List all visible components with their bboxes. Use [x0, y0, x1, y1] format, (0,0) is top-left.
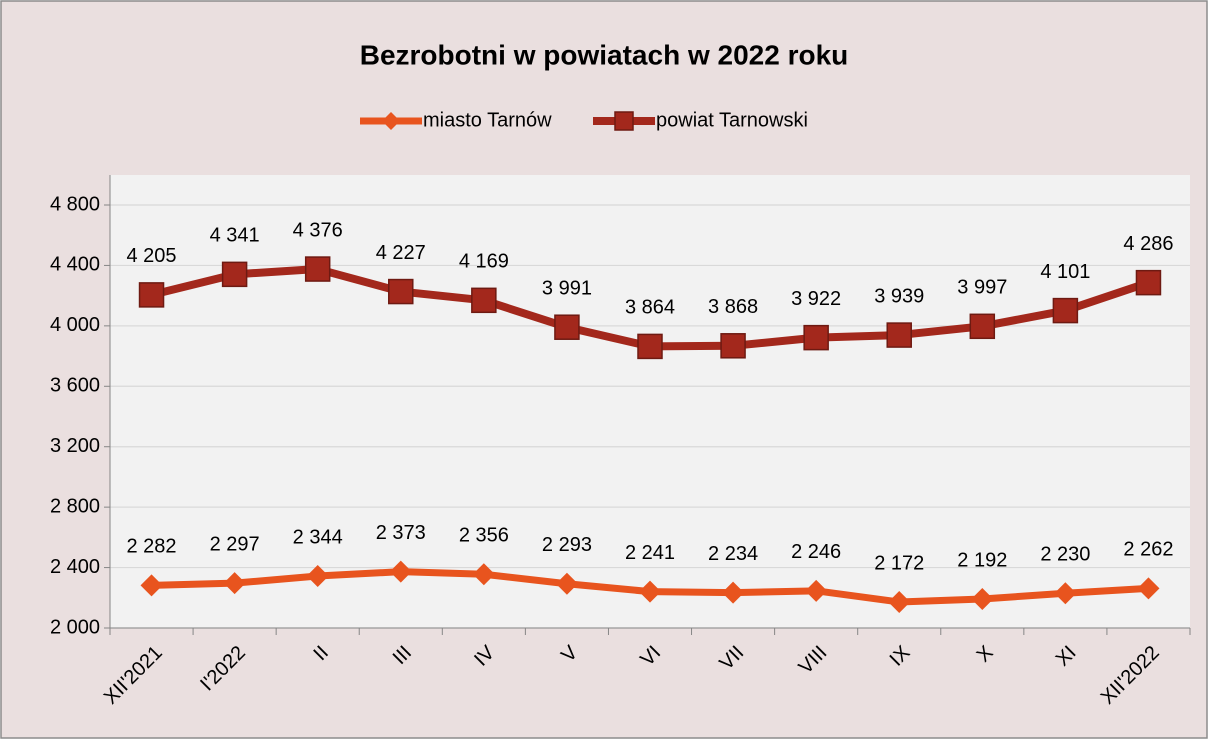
data-label: 2 344: [293, 526, 343, 548]
data-point: [886, 322, 912, 348]
data-label: 2 192: [957, 549, 1007, 571]
data-label: 4 169: [459, 251, 509, 273]
data-label: 2 246: [791, 541, 841, 563]
data-label: 2 297: [210, 533, 260, 555]
data-point: [1054, 582, 1077, 605]
legend-marker: [382, 112, 400, 130]
data-point: [1052, 297, 1079, 324]
data-point: [639, 580, 661, 603]
data-point: [803, 324, 829, 351]
data-point: [555, 572, 578, 595]
data-point: [140, 574, 163, 597]
data-label: 2 230: [1040, 544, 1090, 566]
y-tick-label: 4 000: [50, 314, 100, 336]
legend-label: powiat Tarnowski: [656, 109, 808, 131]
y-tick-label: 3 200: [50, 435, 100, 457]
data-label: 3 922: [791, 288, 841, 310]
data-label: 3 991: [542, 277, 592, 299]
data-label: 2 293: [542, 534, 592, 556]
data-label: 4 376: [293, 219, 343, 241]
data-point: [637, 333, 663, 360]
data-point: [221, 261, 248, 288]
data-point: [969, 313, 996, 340]
data-point: [1135, 269, 1162, 296]
data-point: [971, 587, 994, 610]
data-label: 4 341: [210, 225, 260, 247]
y-tick-label: 4 800: [50, 193, 100, 215]
data-point: [389, 560, 412, 583]
data-label: 2 172: [874, 552, 924, 574]
data-label: 3 997: [957, 277, 1007, 299]
data-label: 4 205: [127, 245, 177, 267]
data-point: [805, 579, 828, 602]
legend-marker: [614, 111, 634, 131]
data-point: [720, 333, 746, 359]
data-point: [471, 287, 497, 314]
y-tick-label: 2 400: [50, 556, 100, 578]
data-point: [223, 572, 246, 595]
y-tick-label: 3 600: [50, 375, 100, 397]
data-label: 2 241: [625, 542, 675, 564]
data-label: 2 356: [459, 524, 509, 546]
data-label: 2 262: [1123, 539, 1173, 561]
plot-area: [110, 175, 1190, 628]
data-label: 3 868: [708, 296, 758, 318]
data-label: 4 227: [376, 242, 426, 264]
data-label: 2 282: [127, 536, 177, 558]
data-point: [388, 278, 414, 305]
data-point: [554, 314, 580, 340]
y-tick-label: 4 400: [50, 254, 100, 276]
data-label: 2 234: [708, 543, 758, 565]
data-point: [138, 282, 165, 308]
data-point: [888, 591, 911, 614]
data-point: [304, 256, 331, 282]
y-tick-label: 2 800: [50, 495, 100, 517]
data-point: [472, 563, 495, 586]
data-point: [1137, 577, 1160, 600]
chart-title: Bezrobotni w powiatach w 2022 roku: [360, 39, 849, 70]
data-label: 3 939: [874, 285, 924, 307]
y-tick-label: 2 000: [50, 616, 100, 638]
data-point: [306, 565, 329, 588]
data-point: [722, 581, 745, 604]
data-label: 4 101: [1040, 261, 1090, 283]
data-label: 4 286: [1123, 233, 1173, 255]
data-label: 3 864: [625, 297, 675, 319]
data-label: 2 373: [376, 522, 426, 544]
legend-label: miasto Tarnów: [423, 109, 552, 131]
